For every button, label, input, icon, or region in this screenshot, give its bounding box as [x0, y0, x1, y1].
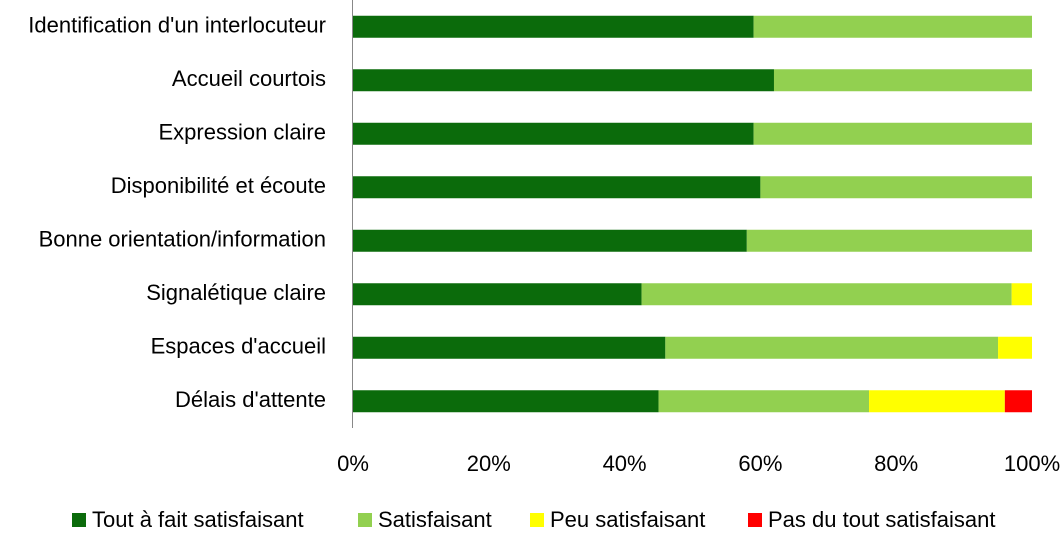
legend-label: Peu satisfaisant — [550, 507, 705, 532]
category-label: Signalétique claire — [146, 280, 326, 305]
category-label: Disponibilité et écoute — [111, 173, 326, 198]
x-tick-label: 20% — [467, 451, 511, 476]
category-label: Expression claire — [158, 120, 326, 145]
legend-label: Tout à fait satisfaisant — [92, 507, 304, 532]
bar-segment — [353, 69, 774, 92]
category-label: Délais d'attente — [175, 387, 326, 412]
bar-segment — [353, 15, 754, 38]
bar-segment — [1011, 283, 1032, 306]
bar-segment — [1004, 390, 1032, 413]
legend-swatch — [748, 513, 762, 527]
x-tick-label: 100% — [1004, 451, 1060, 476]
legend-label: Satisfaisant — [378, 507, 492, 532]
x-tick-label: 60% — [738, 451, 782, 476]
bar-segment — [998, 336, 1032, 359]
legend-swatch — [72, 513, 86, 527]
bar-segment — [658, 390, 870, 413]
bar-segment — [641, 283, 1012, 306]
bar-segment — [353, 229, 747, 252]
bar-segment — [665, 336, 999, 359]
category-label: Accueil courtois — [172, 66, 326, 91]
bar-segment — [353, 122, 754, 145]
category-label: Bonne orientation/information — [39, 227, 326, 252]
bar-segment — [869, 390, 1005, 413]
x-tick-label: 0% — [337, 451, 369, 476]
legend-label: Pas du tout satisfaisant — [768, 507, 995, 532]
bar-segment — [353, 176, 761, 199]
bar-segment — [353, 390, 659, 413]
legend-swatch — [530, 513, 544, 527]
legend-swatch — [358, 513, 372, 527]
bar-segment — [760, 176, 1032, 199]
category-label: Espaces d'accueil — [151, 334, 326, 359]
x-tick-label: 80% — [874, 451, 918, 476]
bar-segment — [353, 336, 666, 359]
bar-segment — [773, 69, 1032, 92]
bar-segment — [753, 15, 1032, 38]
bar-segment — [753, 122, 1032, 145]
bar-segment — [746, 229, 1032, 252]
x-tick-label: 40% — [603, 451, 647, 476]
category-label: Identification d'un interlocuteur — [28, 13, 326, 38]
bar-segment — [353, 283, 642, 306]
